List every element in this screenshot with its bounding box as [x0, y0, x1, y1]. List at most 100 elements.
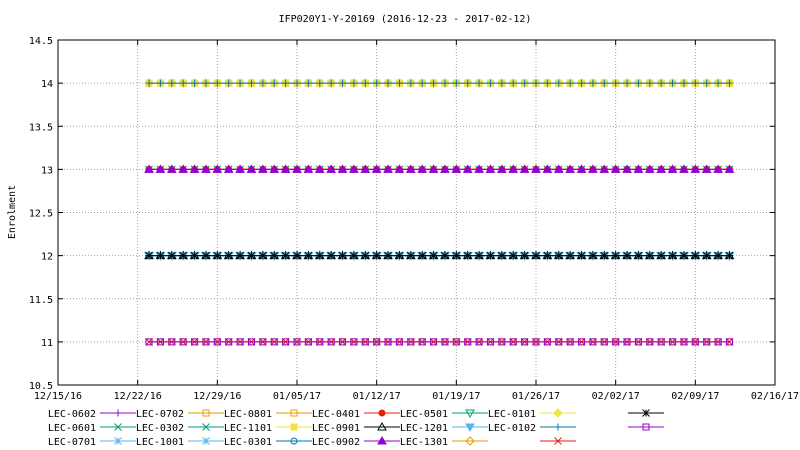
data-point	[612, 79, 620, 87]
y-axis-label: Enrolment	[7, 185, 18, 239]
data-point	[611, 251, 620, 260]
legend-label: LEC-0401	[312, 409, 360, 420]
data-point	[600, 338, 608, 346]
data-point	[270, 251, 279, 260]
data-point	[156, 338, 164, 346]
data-point	[657, 79, 665, 87]
data-point	[589, 79, 597, 87]
legend-label: LEC-0301	[224, 437, 272, 448]
data-point	[485, 164, 496, 173]
data-point	[714, 338, 722, 346]
data-point	[372, 251, 381, 260]
data-point	[428, 164, 439, 173]
data-point	[429, 251, 438, 260]
data-point	[395, 79, 403, 87]
data-point	[384, 79, 392, 87]
data-point	[327, 251, 335, 260]
x-tick-label: 01/19/17	[432, 391, 480, 402]
data-point	[610, 164, 621, 173]
data-point	[270, 338, 278, 346]
data-point	[202, 437, 210, 445]
legend-item: LEC-0301	[224, 437, 312, 448]
legend-item: LEC-0501	[400, 409, 488, 420]
data-point	[144, 164, 154, 173]
data-point	[155, 164, 166, 173]
data-point	[145, 79, 153, 87]
data-point	[314, 164, 325, 173]
x-tick-label: 02/16/17	[751, 391, 799, 402]
y-tick-label: 12	[41, 252, 53, 263]
data-point	[247, 251, 256, 260]
data-point	[236, 79, 244, 87]
data-point	[691, 338, 699, 346]
data-point	[394, 164, 405, 173]
data-point	[282, 79, 290, 87]
data-point	[680, 251, 688, 260]
data-point	[339, 338, 347, 346]
data-point	[645, 251, 654, 260]
data-point	[612, 338, 620, 346]
data-point	[667, 164, 678, 173]
data-point	[303, 164, 314, 173]
data-point	[509, 251, 518, 260]
data-point	[304, 338, 312, 346]
data-point	[114, 437, 122, 445]
data-point	[520, 251, 529, 260]
data-point	[377, 435, 387, 445]
legend-item: LEC-1101	[224, 423, 312, 434]
y-tick-label: 14.5	[29, 36, 53, 47]
data-point	[281, 251, 290, 260]
data-point	[418, 79, 426, 87]
data-point	[519, 164, 530, 173]
data-point	[588, 164, 598, 173]
data-point	[543, 79, 551, 87]
data-point	[202, 409, 210, 417]
legend-label: LEC-0701	[48, 437, 96, 448]
data-point	[701, 164, 712, 173]
data-point	[225, 338, 233, 346]
data-point	[373, 338, 381, 346]
data-point	[395, 251, 404, 260]
legend-item: LEC-0401	[312, 409, 400, 420]
legend-label: LEC-0601	[48, 423, 96, 434]
data-point	[378, 409, 386, 417]
data-point	[589, 251, 597, 260]
data-point	[702, 251, 711, 260]
legend-item: LEC-0902	[312, 435, 400, 448]
series-unnamed	[145, 338, 733, 346]
data-point	[361, 338, 369, 346]
data-point	[290, 423, 298, 431]
data-point	[555, 79, 563, 87]
data-point	[350, 251, 358, 260]
data-point	[725, 251, 734, 260]
data-point	[566, 251, 574, 260]
data-point	[326, 164, 337, 173]
data-point	[191, 79, 199, 87]
data-point	[623, 338, 631, 346]
data-point	[451, 164, 462, 173]
legend-item: LEC-1301	[400, 436, 488, 448]
data-point	[508, 164, 519, 173]
legend-label: LEC-0801	[224, 409, 272, 420]
series-unnamed	[145, 251, 734, 260]
data-point	[554, 437, 562, 445]
data-point	[452, 251, 461, 260]
data-point	[521, 79, 529, 87]
data-point	[290, 409, 298, 417]
data-point	[543, 251, 552, 260]
x-tick-label: 01/12/17	[353, 391, 401, 402]
data-point	[418, 338, 426, 346]
data-point	[315, 251, 324, 260]
data-point	[191, 338, 199, 346]
y-tick-label: 10.5	[29, 381, 53, 392]
data-point	[634, 338, 642, 346]
x-tick-label: 01/26/17	[512, 391, 560, 402]
data-point	[475, 79, 483, 87]
legend-label: LEC-0501	[400, 409, 448, 420]
data-point	[532, 251, 540, 260]
series-layer	[144, 78, 735, 346]
data-point	[713, 164, 723, 173]
data-point	[293, 79, 301, 87]
legend-item: LEC-0601	[48, 423, 136, 434]
data-point	[465, 436, 475, 446]
